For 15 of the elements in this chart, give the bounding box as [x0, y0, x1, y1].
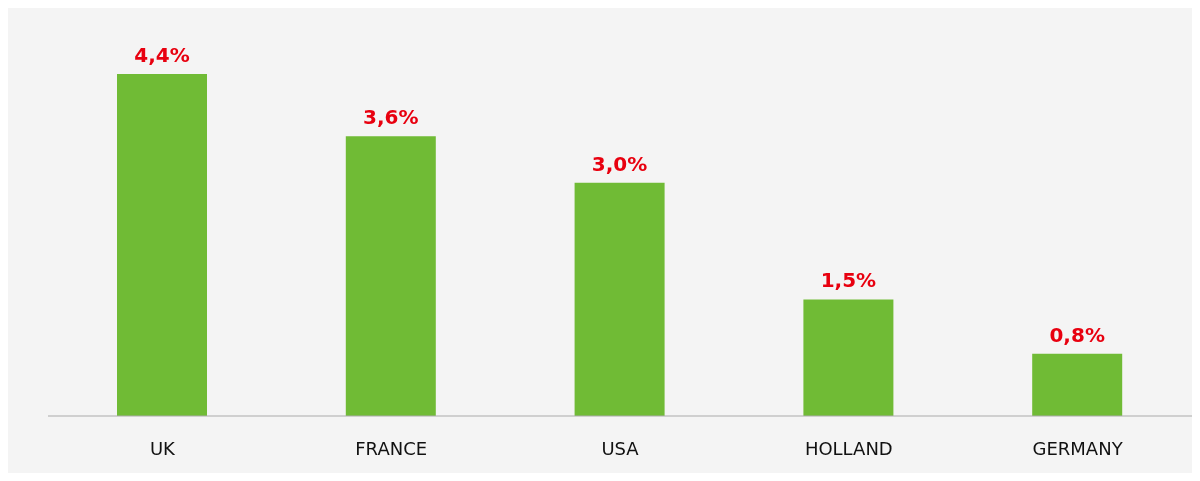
bar	[117, 74, 207, 416]
bar	[574, 182, 665, 416]
bar	[345, 136, 436, 416]
bar	[1032, 353, 1123, 416]
x-tick-label: UK	[149, 437, 177, 459]
data-label: 0,8%	[1049, 322, 1105, 347]
x-tick-label: FRANCE	[355, 437, 428, 459]
data-label: 4,4%	[134, 43, 190, 67]
data-label: 1,5%	[820, 268, 877, 293]
x-tick-label: USA	[601, 437, 640, 459]
data-label: 3,0%	[591, 151, 648, 176]
x-tick-label: GERMANY	[1032, 437, 1124, 459]
bar	[803, 299, 894, 416]
data-label: 3,6%	[363, 105, 419, 130]
x-tick-label: HOLLAND	[804, 437, 893, 459]
